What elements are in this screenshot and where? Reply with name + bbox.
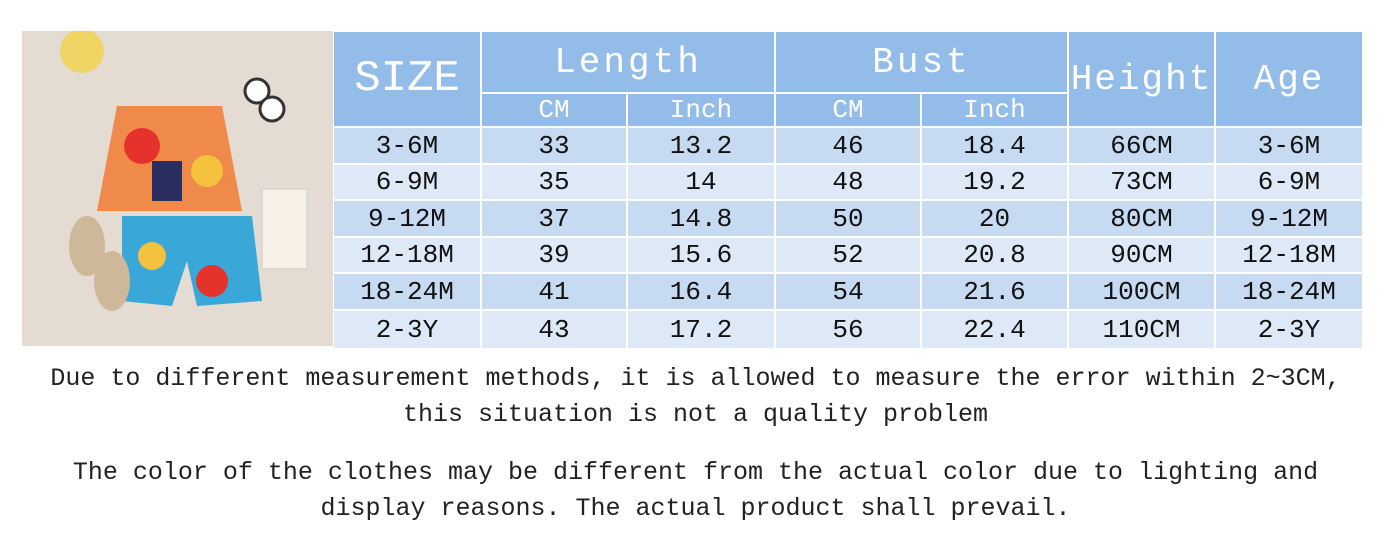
- table-cell: 18-24M: [333, 273, 481, 310]
- note-line: display reasons. The actual product shal…: [320, 494, 1071, 523]
- table-cell: 19.2: [921, 164, 1068, 200]
- table-cell: 35: [481, 164, 627, 200]
- table-cell: 14: [627, 164, 775, 200]
- table-cell: 22.4: [921, 310, 1068, 349]
- note-line: Due to different measurement methods, it…: [50, 364, 1341, 393]
- note-line: this situation is not a quality problem: [402, 400, 989, 429]
- table-cell: 15.6: [627, 237, 775, 273]
- table-cell: 46: [775, 127, 921, 164]
- bust-header: Bust: [775, 31, 1068, 93]
- table-cell: 100CM: [1068, 273, 1215, 310]
- table-cell: 20.8: [921, 237, 1068, 273]
- subheader: CM: [481, 93, 627, 127]
- table-cell: 48: [775, 164, 921, 200]
- table-cell: 52: [775, 237, 921, 273]
- table-cell: 16.4: [627, 273, 775, 310]
- table-cell: 21.6: [921, 273, 1068, 310]
- table-cell: 20: [921, 200, 1068, 237]
- length-header: Length: [481, 31, 775, 93]
- table-cell: 18.4: [921, 127, 1068, 164]
- age-header: Age: [1215, 31, 1363, 127]
- table-cell: 18-24M: [1215, 273, 1363, 310]
- table-cell: 90CM: [1068, 237, 1215, 273]
- product-photo: [22, 31, 333, 346]
- table-cell: 3-6M: [1215, 127, 1363, 164]
- table-cell: 9-12M: [333, 200, 481, 237]
- height-header: Height: [1068, 31, 1215, 127]
- subheader: Inch: [627, 93, 775, 127]
- table-cell: 3-6M: [333, 127, 481, 164]
- table-cell: 2-3Y: [333, 310, 481, 349]
- table-cell: 13.2: [627, 127, 775, 164]
- table-cell: 12-18M: [1215, 237, 1363, 273]
- table-cell: 80CM: [1068, 200, 1215, 237]
- table-cell: 14.8: [627, 200, 775, 237]
- table-cell: 50: [775, 200, 921, 237]
- table-cell: 6-9M: [1215, 164, 1363, 200]
- table-cell: 41: [481, 273, 627, 310]
- table-cell: 110CM: [1068, 310, 1215, 349]
- table-cell: 73CM: [1068, 164, 1215, 200]
- table-cell: 37: [481, 200, 627, 237]
- subheader: Inch: [921, 93, 1068, 127]
- table-cell: 54: [775, 273, 921, 310]
- table-cell: 6-9M: [333, 164, 481, 200]
- note-line: The color of the clothes may be differen…: [72, 458, 1319, 487]
- table-cell: 33: [481, 127, 627, 164]
- table-cell: 9-12M: [1215, 200, 1363, 237]
- table-cell: 43: [481, 310, 627, 349]
- subheader: CM: [775, 93, 921, 127]
- size-header: SIZE: [333, 31, 481, 127]
- table-cell: 17.2: [627, 310, 775, 349]
- table-cell: 12-18M: [333, 237, 481, 273]
- table-cell: 2-3Y: [1215, 310, 1363, 349]
- table-cell: 39: [481, 237, 627, 273]
- table-cell: 66CM: [1068, 127, 1215, 164]
- table-cell: 56: [775, 310, 921, 349]
